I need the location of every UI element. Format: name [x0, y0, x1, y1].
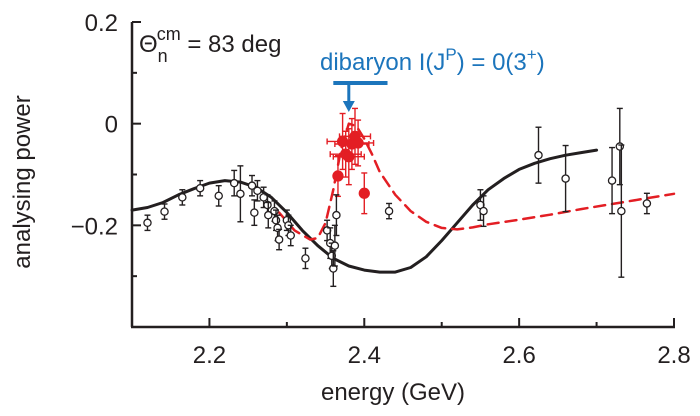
old-data-point [264, 201, 273, 229]
old-data-point [214, 184, 223, 207]
marker [286, 231, 295, 240]
new-data-point [341, 119, 375, 167]
marker [271, 215, 281, 225]
y-tick-label: 0.2 [85, 10, 118, 37]
marker [607, 176, 617, 185]
marker [270, 206, 279, 216]
old-data-point [143, 214, 152, 232]
old-data-point [250, 199, 259, 227]
x-axis-title: energy (GeV) [321, 379, 465, 406]
dibaryon-annotation: dibaryon I(JP) = 0(3+) [320, 45, 545, 112]
old-data-point [607, 146, 617, 215]
y-axis-title: analysing power [9, 95, 36, 268]
old-data-point [286, 224, 295, 247]
tick-labels: 2.2 2.4 2.6 2.8 0.2 0 −0.2 [71, 10, 691, 369]
old-data-point [178, 189, 187, 206]
marker [352, 137, 364, 149]
marker [384, 206, 394, 216]
old-data-point [301, 247, 310, 270]
marker [178, 193, 187, 202]
theta-annotation: Θncm = 83 deg [139, 24, 281, 66]
marker [214, 191, 223, 201]
old-data-point [253, 179, 262, 202]
marker [263, 200, 272, 210]
data-points [143, 107, 652, 288]
old-data-point [479, 195, 488, 228]
y-tick-label: 0 [105, 112, 118, 139]
marker [160, 207, 169, 216]
old-data-point [274, 228, 284, 251]
marker [253, 186, 262, 196]
old-data-point [617, 144, 626, 278]
dibaryon-label: dibaryon I(JP) = 0(3+) [320, 45, 545, 76]
model-curves [130, 122, 676, 274]
y-tick-label: −0.2 [71, 213, 118, 240]
marker [479, 206, 488, 216]
new-data-point [334, 117, 370, 171]
marker [264, 210, 273, 220]
marker [301, 254, 310, 263]
old-data-point [229, 169, 239, 197]
old-data-point [160, 203, 169, 220]
background-model-curve [130, 148, 599, 274]
old-data-point [247, 174, 257, 197]
x-tick-label: 2.8 [657, 342, 690, 369]
marker [236, 189, 245, 199]
marker [642, 199, 652, 208]
dibaryon-model-curve [277, 122, 676, 241]
old-data-point [195, 179, 205, 197]
axis-ticks [132, 21, 675, 327]
old-data-point [329, 250, 338, 288]
marker [247, 181, 257, 190]
marker [273, 223, 282, 233]
x-tick-label: 2.2 [193, 342, 226, 369]
marker [561, 174, 570, 183]
old-data-point [615, 107, 625, 186]
marker [332, 170, 344, 182]
x-tick-label: 2.6 [502, 342, 535, 369]
marker [332, 210, 341, 220]
marker [229, 178, 239, 188]
old-data-point [236, 165, 245, 223]
x-tick-label: 2.4 [348, 342, 381, 369]
marker [617, 206, 626, 216]
marker [534, 150, 543, 160]
marker [274, 235, 284, 244]
marker [330, 241, 340, 250]
old-data-point [384, 202, 394, 220]
dibaryon-arrow-icon [342, 101, 355, 112]
marker [250, 208, 259, 217]
marker [358, 187, 370, 199]
marker [143, 218, 152, 228]
new-data-point [332, 154, 344, 198]
marker [615, 142, 625, 151]
old-data-point [561, 144, 570, 213]
new-data-point [358, 172, 370, 215]
marker [195, 183, 205, 193]
old-data-point [534, 126, 543, 184]
marker [329, 264, 338, 273]
old-data-point [642, 192, 652, 215]
old-data-point [332, 194, 341, 237]
new-data-point [338, 107, 372, 166]
